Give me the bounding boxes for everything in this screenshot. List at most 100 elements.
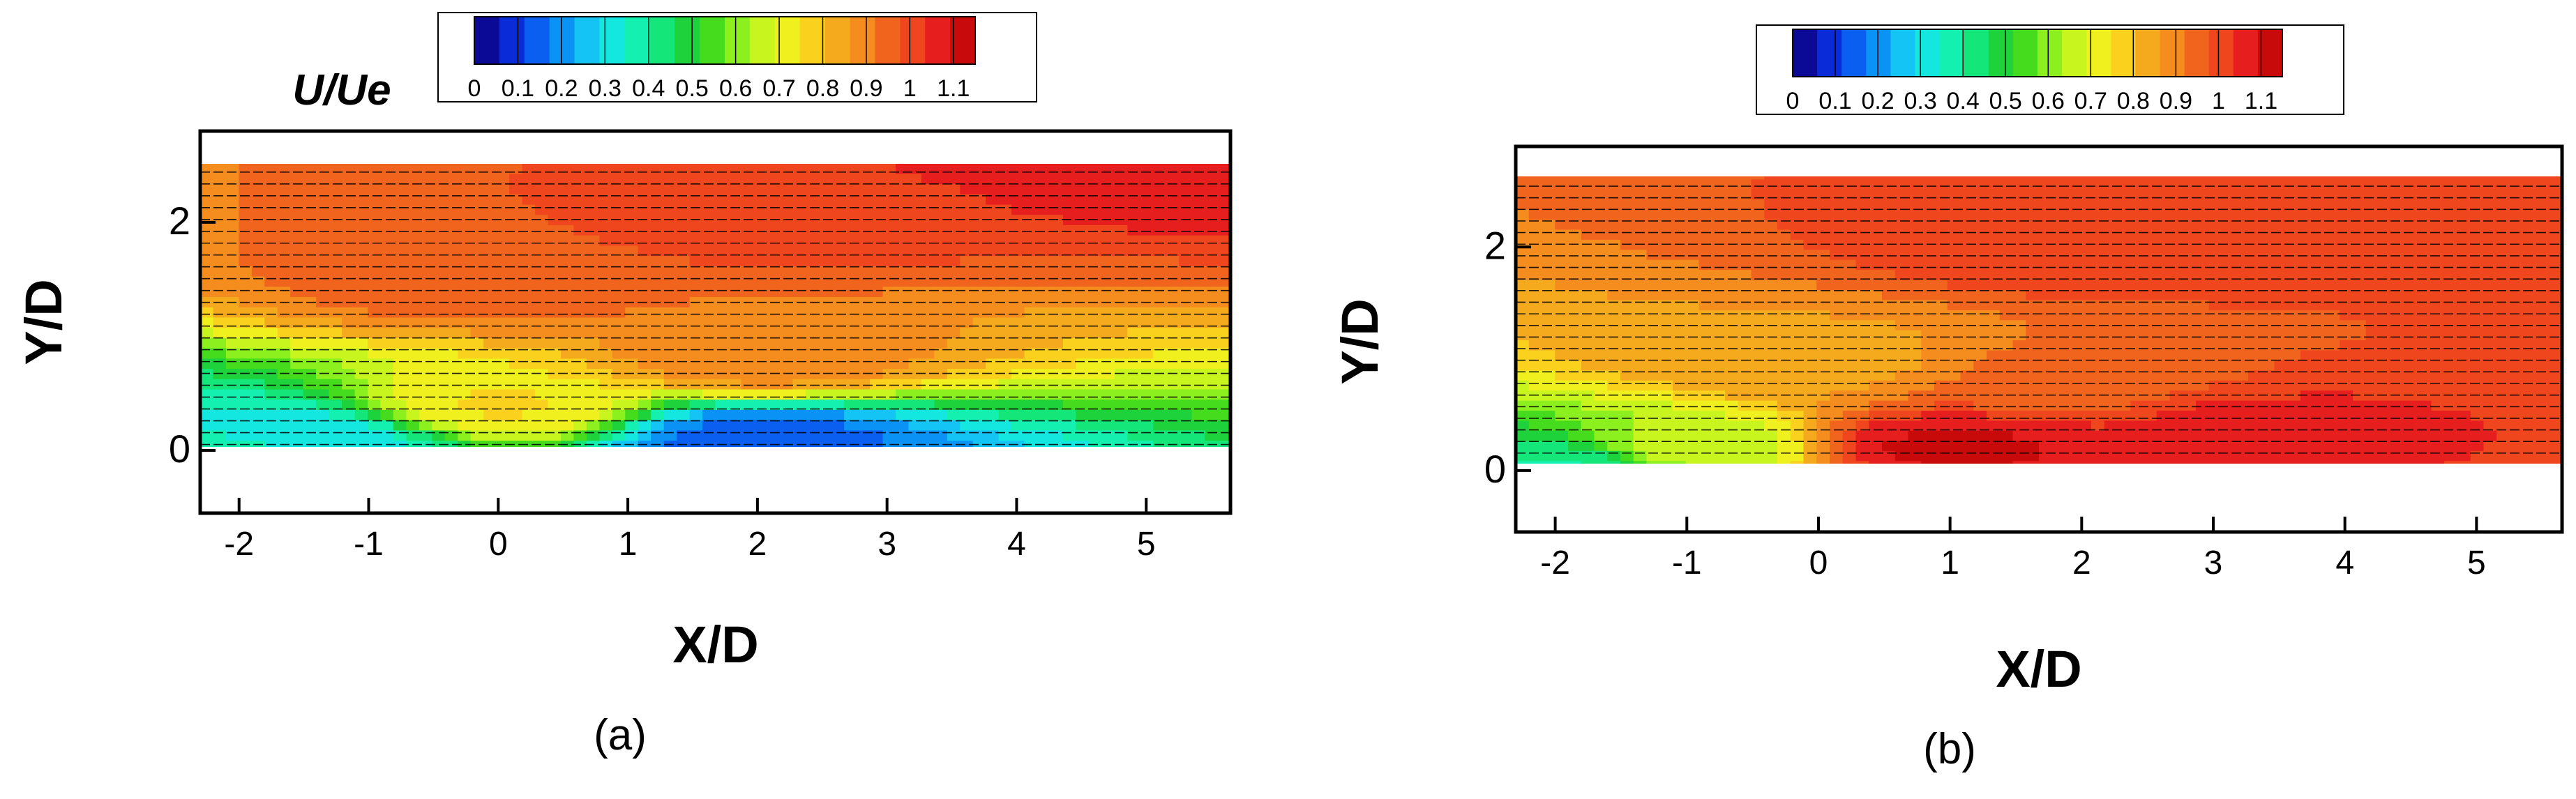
field-cell (882, 347, 896, 359)
field-cell (432, 204, 446, 215)
field-cell (2091, 279, 2105, 290)
field-cell (1555, 176, 1569, 180)
field-cell (1594, 349, 1609, 360)
field-cell (290, 204, 304, 215)
field-cell (1153, 306, 1167, 318)
field-cell (972, 399, 987, 410)
field-cell (728, 327, 742, 338)
field-cell (2196, 199, 2210, 210)
field-cell (393, 255, 407, 266)
field-cell (857, 245, 871, 257)
field-cell (663, 327, 677, 338)
field-cell (1114, 419, 1129, 431)
field-cell (548, 317, 562, 328)
field-cell (2104, 430, 2118, 441)
field-cell (1973, 400, 1987, 411)
field-cell (2340, 440, 2353, 451)
field-cell (612, 409, 626, 420)
field-cell (1934, 310, 1948, 321)
field-cell (2379, 299, 2393, 310)
field-cell (2222, 380, 2236, 391)
field-cell (213, 378, 227, 390)
field-cell (1738, 380, 1752, 391)
field-cell (677, 388, 691, 400)
field-cell (2274, 430, 2289, 441)
field-cell (1542, 269, 1556, 280)
field-cell (2483, 219, 2498, 230)
field-cell (2457, 370, 2471, 381)
field-cell (586, 337, 601, 349)
field-cell (535, 275, 549, 287)
field-cell (1777, 340, 1791, 351)
field-cell (1673, 460, 1687, 464)
field-cell (1842, 450, 1857, 462)
field-cell (406, 255, 420, 266)
field-cell (2287, 450, 2301, 462)
field-cell (947, 327, 961, 338)
field-cell (1568, 259, 1582, 271)
field-cell (998, 337, 1012, 349)
field-cell (496, 204, 510, 215)
field-cell (1947, 430, 1961, 441)
field-cell (1050, 419, 1064, 431)
field-cell (1140, 204, 1154, 215)
field-cell (1024, 327, 1038, 338)
field-cell (1217, 266, 1230, 277)
field-cell (2039, 178, 2053, 190)
field-cell (2104, 360, 2118, 371)
field-cell (2496, 229, 2510, 240)
field-cell (2405, 340, 2419, 351)
field-cell (2392, 340, 2406, 351)
field-cell (2522, 380, 2537, 391)
field-cell (1011, 378, 1025, 390)
field-cell (277, 388, 292, 400)
field-cell (921, 388, 935, 400)
field-cell (1673, 370, 1687, 381)
field-cell (2169, 208, 2184, 220)
field-cell (1140, 358, 1154, 370)
field-cell (908, 225, 922, 236)
field-cell (483, 296, 497, 307)
field-cell (1934, 188, 1948, 200)
field-cell (947, 368, 961, 379)
field-cell (908, 327, 922, 338)
field-cell (1140, 317, 1154, 328)
field-cell (1528, 310, 1543, 321)
field-cell (1999, 199, 2014, 210)
field-cell (663, 306, 677, 318)
field-cell (1712, 208, 1726, 220)
field-cell (664, 153, 677, 164)
field-cell (1633, 420, 1648, 431)
field-cell (2379, 249, 2393, 260)
field-cell (2222, 420, 2236, 431)
field-cell (1633, 199, 1648, 210)
field-cell (934, 409, 948, 420)
field-cell (612, 225, 626, 236)
field-cell (2457, 199, 2471, 210)
field-cell (2222, 450, 2236, 462)
field-cell (1166, 286, 1180, 297)
field-cell (560, 164, 575, 174)
field-cell (251, 255, 266, 266)
field-cell (586, 388, 601, 400)
field-cell (1062, 193, 1077, 205)
field-cell (2169, 279, 2184, 290)
field-cell (225, 286, 240, 297)
field-cell (2496, 349, 2510, 360)
field-cell (599, 266, 613, 277)
field-cell (2196, 208, 2210, 220)
field-cell (2130, 208, 2144, 220)
field-cell (2065, 349, 2079, 360)
field-cell (496, 193, 510, 205)
field-cell (2431, 310, 2446, 321)
field-cell (1869, 349, 1883, 360)
field-cell (496, 234, 510, 246)
field-cell (818, 183, 832, 195)
field-cell (393, 306, 407, 318)
field-cell (2274, 289, 2289, 300)
field-cell (818, 193, 832, 205)
field-cell (1934, 340, 1948, 351)
field-cell (2379, 329, 2393, 341)
field-cell (2078, 229, 2092, 240)
field-cell (2222, 370, 2236, 381)
